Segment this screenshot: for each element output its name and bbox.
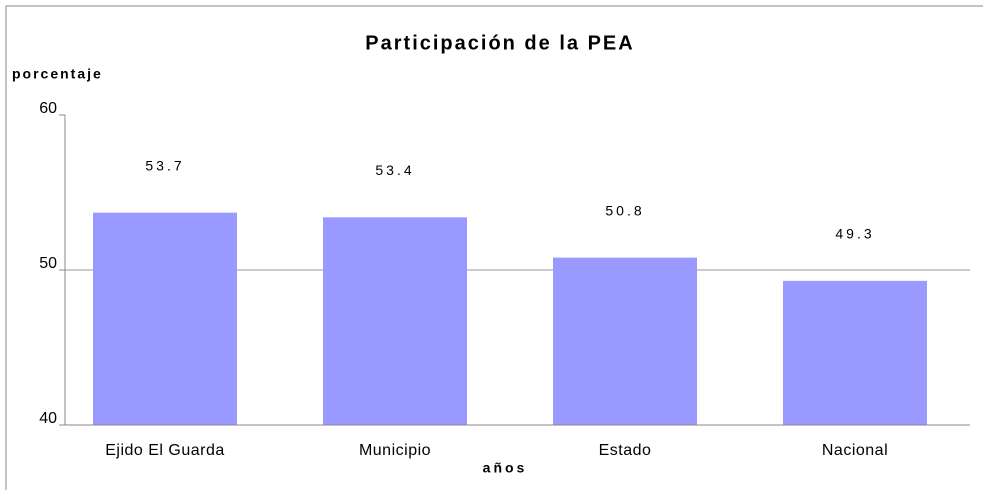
y-tick-label: 40: [39, 410, 57, 427]
bar: [553, 257, 697, 425]
bar: [93, 212, 237, 425]
chart-frame: [5, 5, 983, 490]
data-label: 50.8: [605, 202, 644, 218]
x-tick-label: Estado: [599, 442, 652, 459]
y-axis-label: porcentaje: [12, 66, 103, 82]
bar: [783, 280, 927, 425]
x-axis-label: años: [483, 460, 528, 476]
data-label: 53.4: [375, 162, 414, 178]
x-tick-label: Nacional: [822, 442, 888, 459]
y-tick-label: 50: [39, 255, 57, 272]
x-tick-label: Municipio: [359, 442, 431, 459]
bar: [323, 217, 467, 425]
chart-title: Participación de la PEA: [365, 32, 634, 54]
x-tick-label: Ejido El Guarda: [105, 442, 225, 459]
data-label: 49.3: [835, 226, 874, 242]
data-label: 53.7: [145, 157, 184, 173]
y-tick-label: 60: [39, 100, 57, 117]
